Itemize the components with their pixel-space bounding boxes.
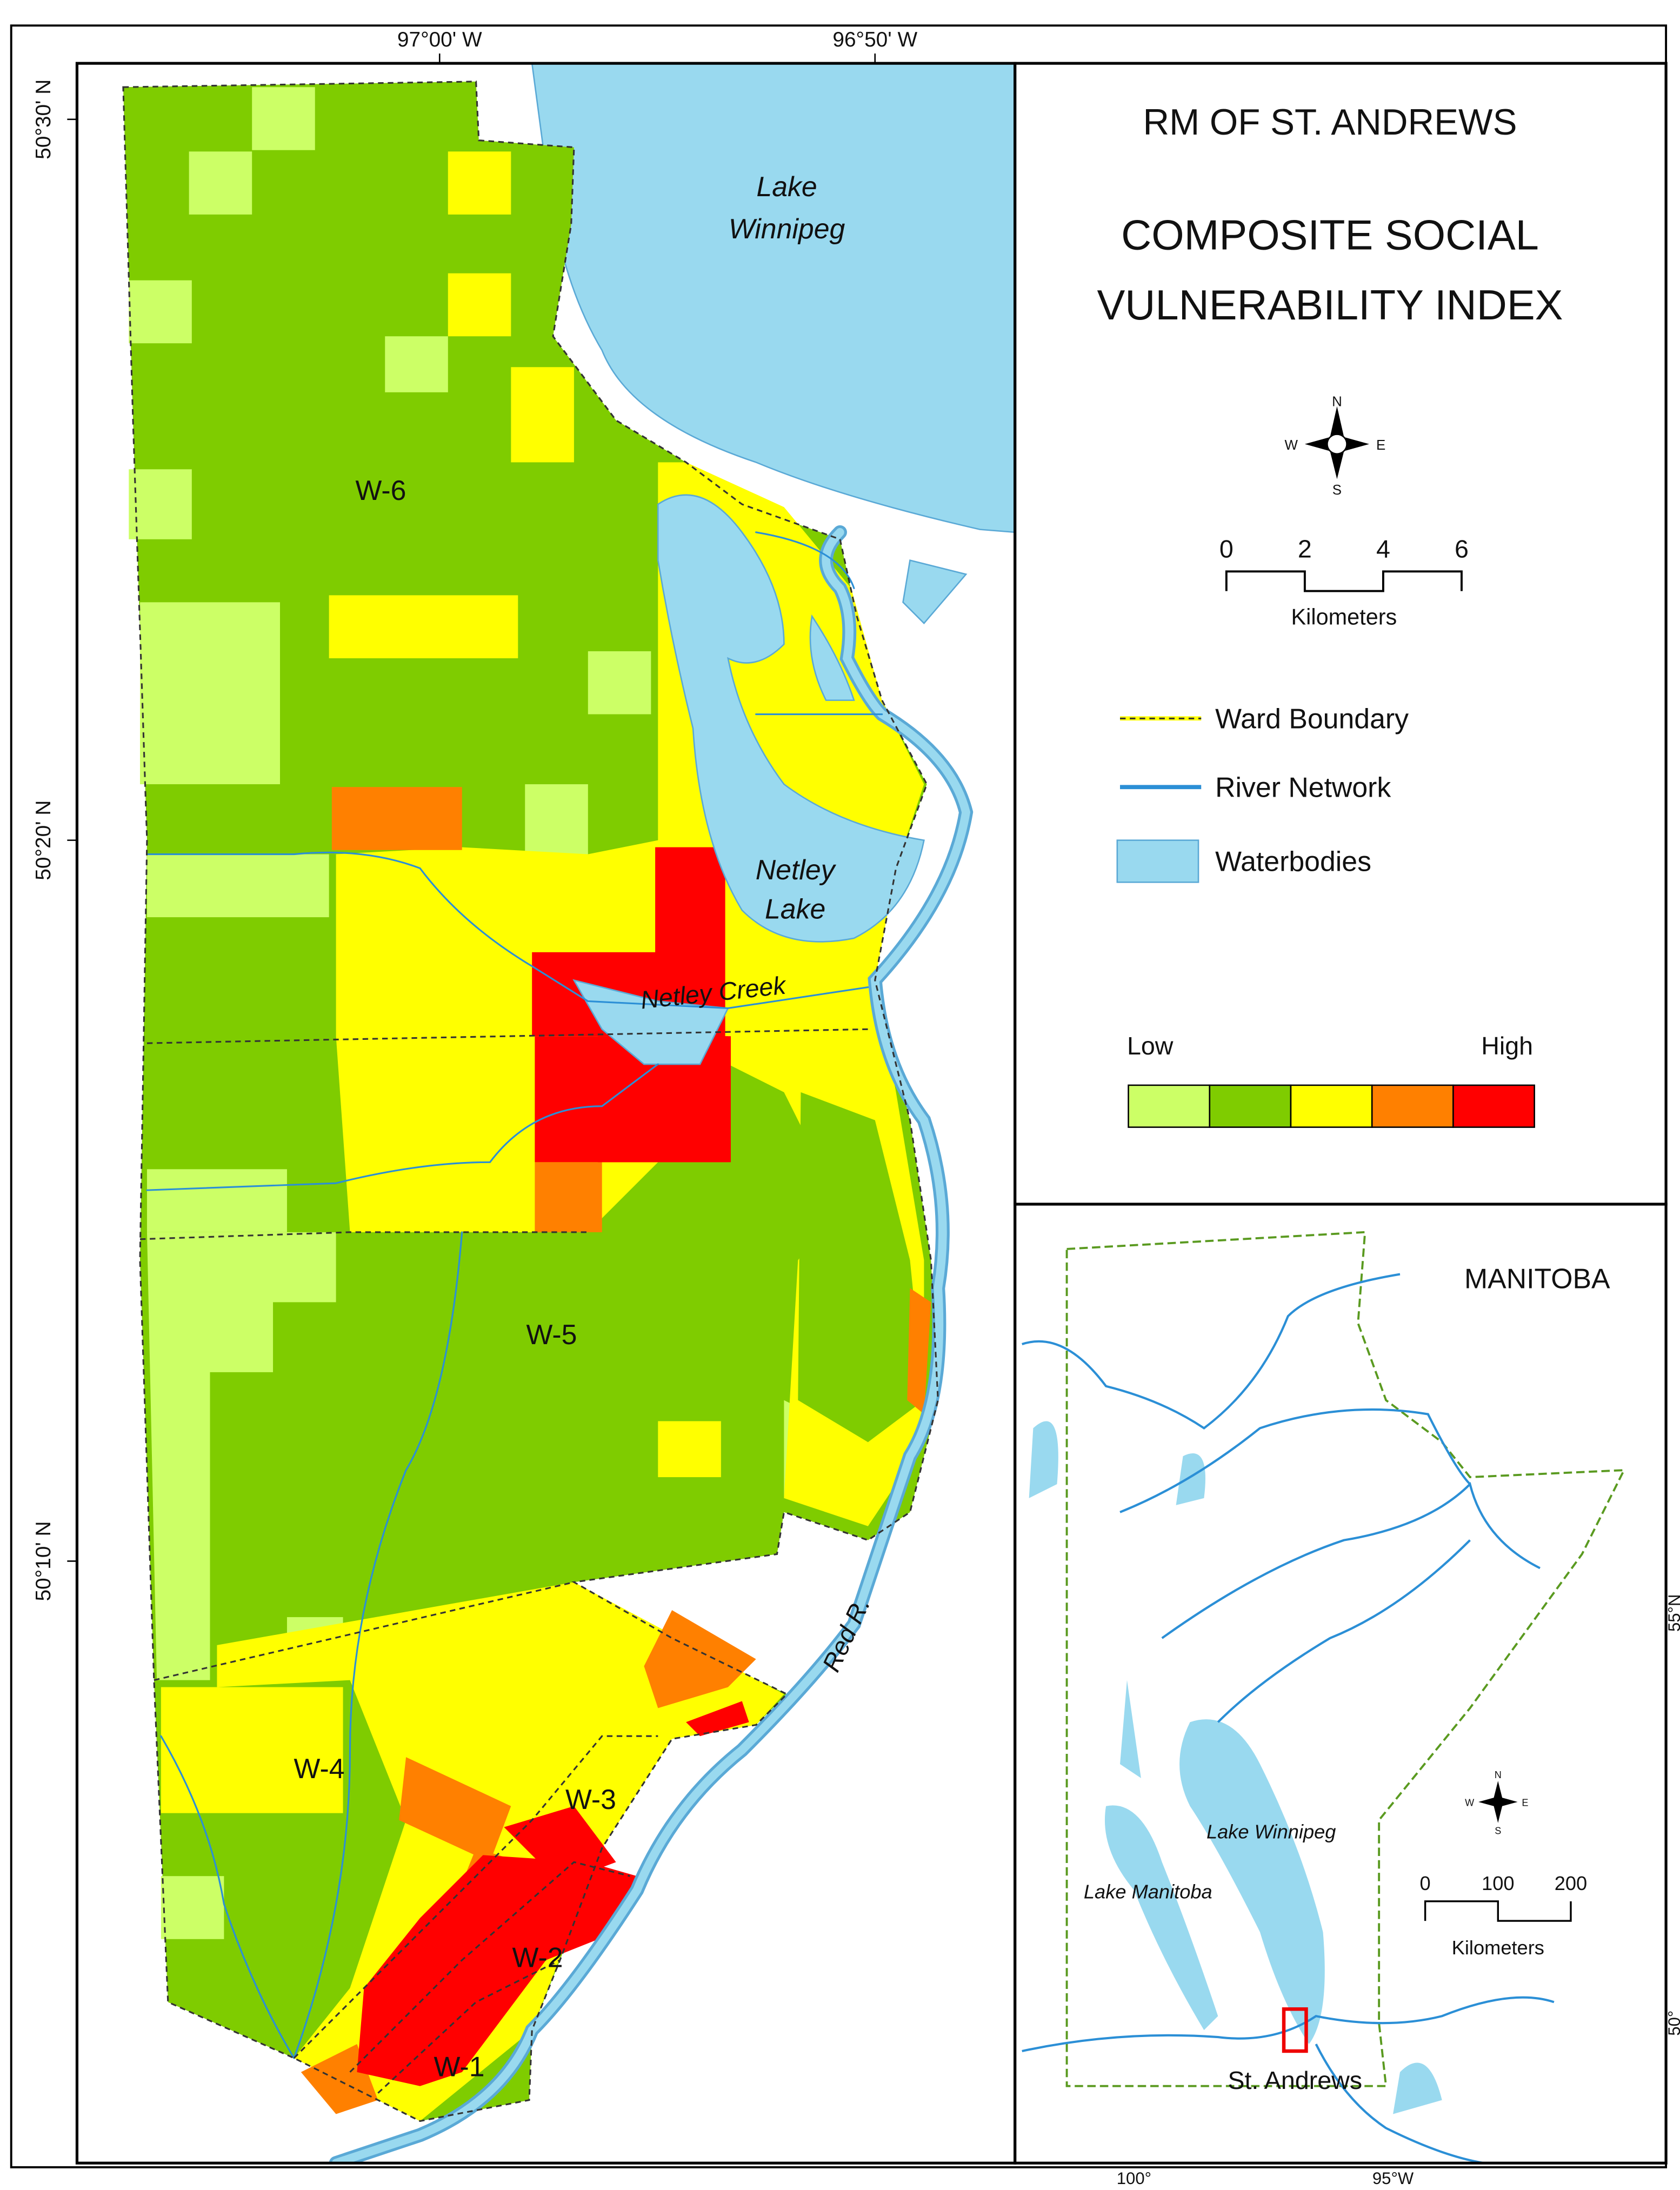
inset-lake [1179, 1719, 1325, 2045]
ward-label: W-5 [526, 1319, 577, 1350]
legend-high: High [1481, 1032, 1533, 1060]
ward-label: W-4 [294, 1753, 345, 1784]
ward-boundaries [122, 81, 939, 2122]
inset-label: St. Andrews [1228, 2066, 1362, 2094]
ward-label: W-2 [512, 1942, 563, 1973]
lake-label: Winnipeg [729, 213, 845, 244]
highest-zones [357, 847, 749, 2086]
title: RM OF ST. ANDREWS [1143, 102, 1517, 143]
longitude-label: 97°00' W [397, 28, 482, 51]
inset-rivers [1022, 1273, 1555, 2164]
legend-low: Low [1127, 1032, 1174, 1060]
title: VULNERABILITY INDEX [1097, 282, 1563, 329]
lake-winnipeg [531, 63, 1015, 533]
inset-north-arrow: N E S W [1465, 1770, 1528, 1837]
rivers [146, 525, 974, 2164]
inset-lon-label: 100° [1117, 2169, 1151, 2188]
scale-tick-label: 0 [1420, 1872, 1431, 1894]
inset-lat-label: 55°N [1665, 1594, 1680, 1632]
inset-map [1022, 1231, 1626, 2164]
title: COMPOSITE SOCIAL [1121, 212, 1539, 259]
scale-tick-label: 0 [1219, 535, 1234, 563]
inset-scale-unit: Kilometers [1452, 1937, 1544, 1959]
small-waterbodies [809, 559, 968, 701]
latitude-label: 50°30' N [32, 79, 55, 159]
color-ramp [1128, 1084, 1535, 1128]
legend-label: Ward Boundary [1215, 703, 1409, 734]
scale-ticks: 0 2 4 6 [1219, 535, 1469, 563]
legend-panel [1014, 62, 1668, 1206]
inset-panel [1015, 1204, 1666, 2164]
inset-label: Lake Manitoba [1084, 1881, 1212, 1903]
scale-bar [1225, 570, 1463, 592]
scale-tick-label: 4 [1376, 535, 1390, 563]
inset-lat-label: 50° [1665, 2011, 1680, 2036]
main-map [122, 63, 1015, 2164]
netley-lake [657, 494, 925, 943]
east-green [798, 1092, 924, 1443]
lake-label: Lake [756, 171, 817, 202]
inset-title: MANITOBA [1464, 1263, 1610, 1294]
legend-label: River Network [1215, 771, 1391, 803]
lake-label: Lake [765, 893, 825, 925]
compass-s: S [1495, 1826, 1501, 1837]
legend-label: Waterbodies [1215, 846, 1371, 877]
province-boundary [1065, 1231, 1626, 2087]
inset-scale-bar [1424, 1900, 1572, 1922]
compass-e: E [1376, 438, 1385, 453]
latitude-label: 50°10' N [32, 1521, 55, 1601]
scale-tick-label: 200 [1555, 1872, 1587, 1894]
compass-s: S [1332, 483, 1342, 498]
compass-w: W [1284, 438, 1298, 453]
latitude-label: 50°20' N [32, 800, 55, 880]
ward-label: W-1 [434, 2051, 485, 2082]
lake-label: Netley [756, 854, 837, 885]
scale-tick-label: 2 [1298, 535, 1312, 563]
scale-tick-label: 6 [1455, 535, 1469, 563]
compass-w: W [1465, 1798, 1475, 1808]
longitude-label: 96°50' W [832, 28, 917, 51]
compass-e: E [1522, 1798, 1528, 1808]
scale-unit: Kilometers [1291, 604, 1397, 630]
inset-scale-ticks: 0 100 200 [1420, 1872, 1588, 1894]
compass-n: N [1332, 395, 1342, 410]
ward-label: W-3 [565, 1784, 616, 1815]
inset-lake [1104, 1805, 1218, 2031]
legend-symbol [1116, 839, 1199, 883]
st-andrews-locator [1282, 2007, 1308, 2053]
inset-frame [1014, 1203, 1668, 2165]
compass-n: N [1495, 1770, 1502, 1780]
netley-creek-water [572, 979, 729, 1065]
inset-label: Lake Winnipeg [1206, 1820, 1336, 1842]
north-arrow: N E S W [1284, 395, 1385, 498]
scale-tick-label: 100 [1482, 1872, 1514, 1894]
inset-lon-label: 95°W [1372, 2169, 1414, 2188]
ward-label: W-6 [355, 475, 406, 506]
